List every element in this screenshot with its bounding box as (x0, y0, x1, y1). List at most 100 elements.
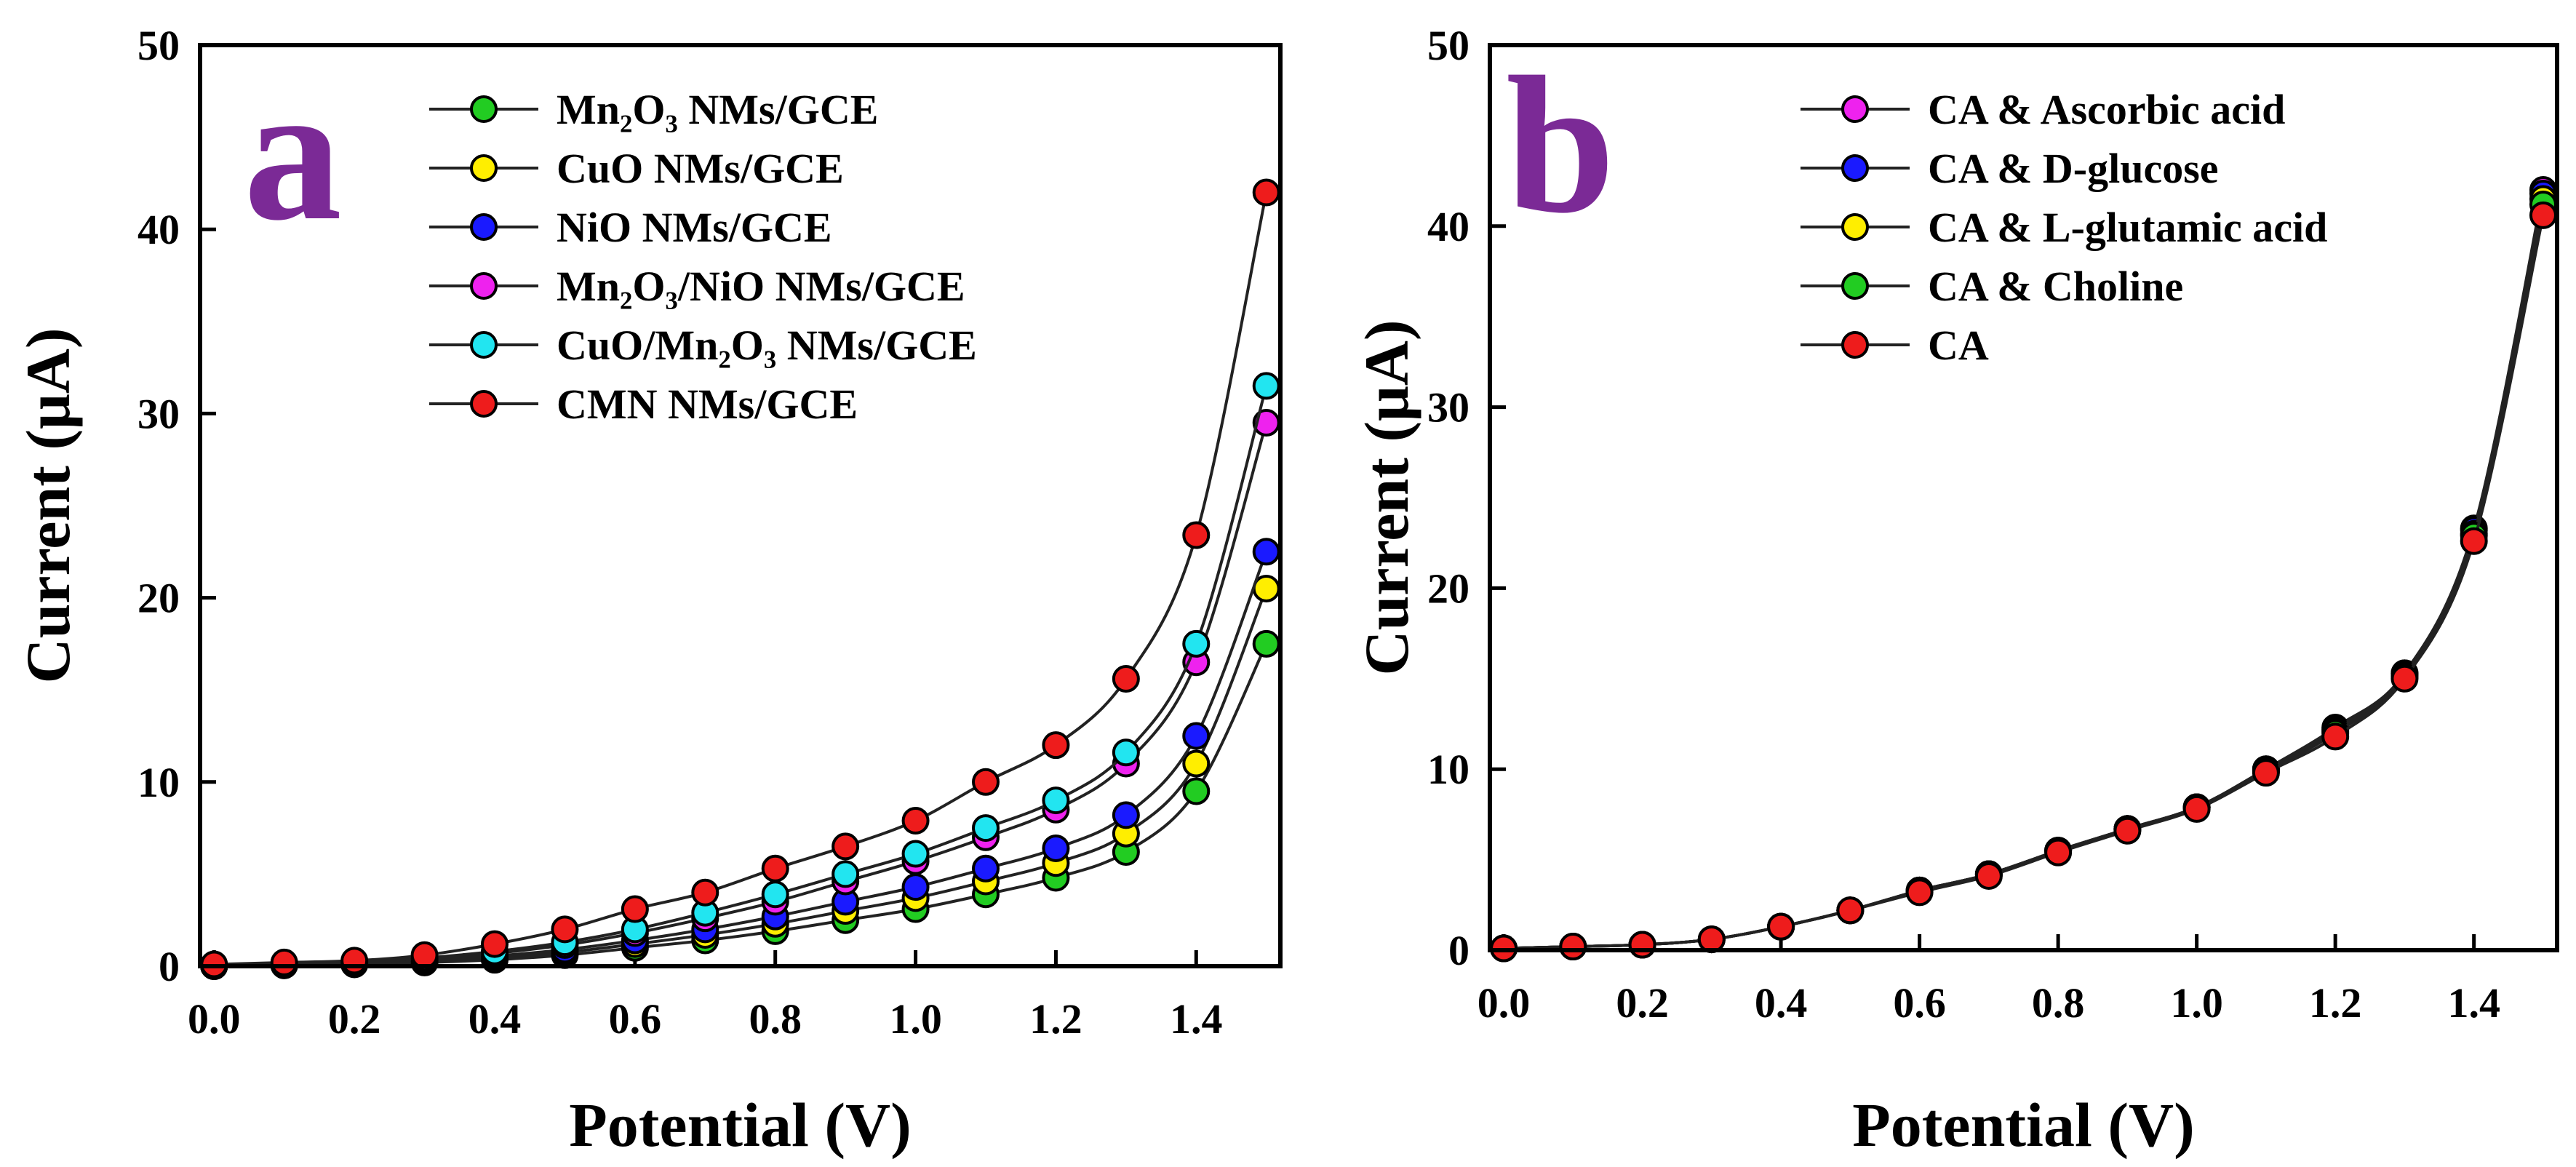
legend-label: Mn₂O₃ NMs/GCE (557, 86, 878, 133)
data-point (551, 915, 579, 944)
data-point (1974, 861, 2003, 890)
data-point (1697, 925, 1726, 954)
x-tick-label: 1.4 (1170, 995, 1223, 1043)
series-line (214, 385, 1268, 968)
legend-marker (1841, 154, 1869, 182)
x-tick-label: 0.6 (1893, 979, 1946, 1027)
x-tick-label: 1.4 (2447, 979, 2500, 1027)
series-1 (200, 574, 1280, 980)
legend-marker (1841, 213, 1869, 241)
legend-label: CA & Ascorbic acid (1928, 86, 2285, 133)
data-point (2390, 664, 2419, 693)
legend-label: NiO NMs/GCE (557, 204, 832, 251)
x-tick-label: 1.2 (2309, 979, 2362, 1027)
panel-b-letter: b (1506, 36, 1615, 254)
panel-b: b 0.0 0.2 0.4 0.6 0.8 1.0 1.2 1.4 0 10 20 30 40 50 CA… (1352, 22, 2559, 1160)
panel-a: a 0.0 0.2 0.4 0.6 0.8 1.0 1.2 1.4 0 10 20 30 40 50 Mn… (13, 22, 1283, 1160)
legend-item: Mn₂O₃/NiO NMs/GCE (429, 263, 965, 310)
data-point (270, 948, 298, 976)
x-tick-label: 1.2 (1029, 995, 1082, 1043)
y-tick-label: 30 (137, 390, 180, 437)
x-tick-label: 0.6 (609, 995, 662, 1043)
x-tick-label: 0.2 (1616, 979, 1669, 1027)
legend-label: CuO NMs/GCE (557, 145, 844, 192)
legend-item: CA & D-glucose (1801, 145, 2219, 192)
y-tick-label: 0 (159, 943, 180, 990)
panel-a-x-axis-label: Potential (V) (569, 1090, 911, 1160)
data-point (832, 832, 860, 861)
legend-marker (470, 213, 498, 241)
y-tick-label: 40 (137, 206, 180, 253)
legend-marker (1841, 95, 1869, 123)
series-line (214, 422, 1268, 968)
series-line (214, 643, 1268, 968)
legend-item: CA & Ascorbic acid (1801, 86, 2285, 133)
data-point (761, 854, 789, 883)
data-point (901, 873, 930, 901)
panel-a-legend: Mn₂O₃ NMs/GCE CuO NMs/GCE NiO NMs/GCE Mn₂O₃… (429, 86, 977, 428)
series-3 (200, 409, 1280, 980)
legend-label: CA & Choline (1928, 263, 2183, 310)
legend-label: Mn₂O₃/NiO NMs/GCE (557, 263, 965, 310)
data-point (1836, 896, 1865, 925)
y-tick-label: 10 (137, 759, 180, 806)
data-point (1252, 372, 1280, 400)
panel-b-x-axis-label: Potential (V) (1852, 1090, 2194, 1160)
panel-b-axes-group: 0.0 0.2 0.4 0.6 0.8 1.0 1.2 1.4 0 10 20 30 40 50 (1427, 22, 2500, 1027)
legend-label: CA & D-glucose (1928, 145, 2219, 192)
data-point (2529, 201, 2557, 229)
data-point (832, 860, 860, 888)
data-point (1252, 629, 1280, 658)
panel-a-plot-frame (198, 43, 1283, 968)
data-point (1767, 912, 1795, 941)
y-tick-label: 50 (137, 22, 180, 69)
series-line (1503, 215, 2545, 950)
x-tick-label: 0.0 (1478, 979, 1531, 1027)
legend-label: CA & L-glutamic acid (1928, 204, 2327, 251)
data-point (1182, 777, 1211, 805)
x-tick-label: 0.4 (1755, 979, 1808, 1027)
x-tick-label: 0.0 (188, 995, 241, 1043)
data-point (1042, 834, 1070, 862)
legend-item: CA & Choline (1801, 263, 2183, 310)
data-point (691, 878, 719, 907)
legend-label: CMN NMs/GCE (557, 381, 858, 428)
panel-b-legend: CA & Ascorbic acid CA & D-glucose CA & L-g… (1801, 86, 2327, 369)
legend-marker (470, 331, 498, 359)
y-tick-label: 20 (1427, 565, 1470, 612)
x-tick-label: 0.8 (749, 995, 802, 1043)
data-point (1112, 738, 1140, 767)
y-tick-label: 40 (1427, 203, 1470, 250)
legend-label: CA (1928, 322, 1989, 369)
legend-item: CA & L-glutamic acid (1801, 204, 2327, 251)
panel-b-y-axis-label: Current (μA) (1352, 320, 1421, 676)
data-point (761, 880, 789, 909)
panel-a-letter: a (244, 44, 342, 261)
legend-marker (470, 154, 498, 182)
data-point (481, 930, 509, 958)
x-tick-label: 1.0 (2170, 979, 2223, 1027)
panel-a-axes-group: 0.0 0.2 0.4 0.6 0.8 1.0 1.2 1.4 0 10 20 30 40 50 (137, 22, 1223, 1043)
legend-item: CMN NMs/GCE (429, 381, 858, 428)
legend-item: Mn₂O₃ NMs/GCE (429, 86, 878, 133)
data-point (972, 768, 1000, 796)
data-point (2182, 794, 2211, 823)
data-point (340, 947, 369, 975)
x-tick-label: 0.2 (328, 995, 381, 1043)
data-point (972, 854, 1000, 883)
data-point (1182, 629, 1211, 658)
panel-b-plot-frame (1488, 43, 2559, 952)
legend-marker (470, 272, 498, 300)
y-tick-label: 10 (1427, 746, 1470, 793)
data-point (410, 941, 439, 969)
y-tick-label: 20 (137, 575, 180, 622)
legend-item: CuO NMs/GCE (429, 145, 844, 192)
data-point (1252, 178, 1280, 207)
legend-marker (470, 390, 498, 418)
y-tick-label: 50 (1427, 22, 1470, 69)
series-line (1503, 204, 2545, 950)
data-point (1112, 801, 1140, 829)
data-point (621, 895, 649, 923)
panel-a-y-axis-label: Current (μA) (13, 328, 83, 684)
